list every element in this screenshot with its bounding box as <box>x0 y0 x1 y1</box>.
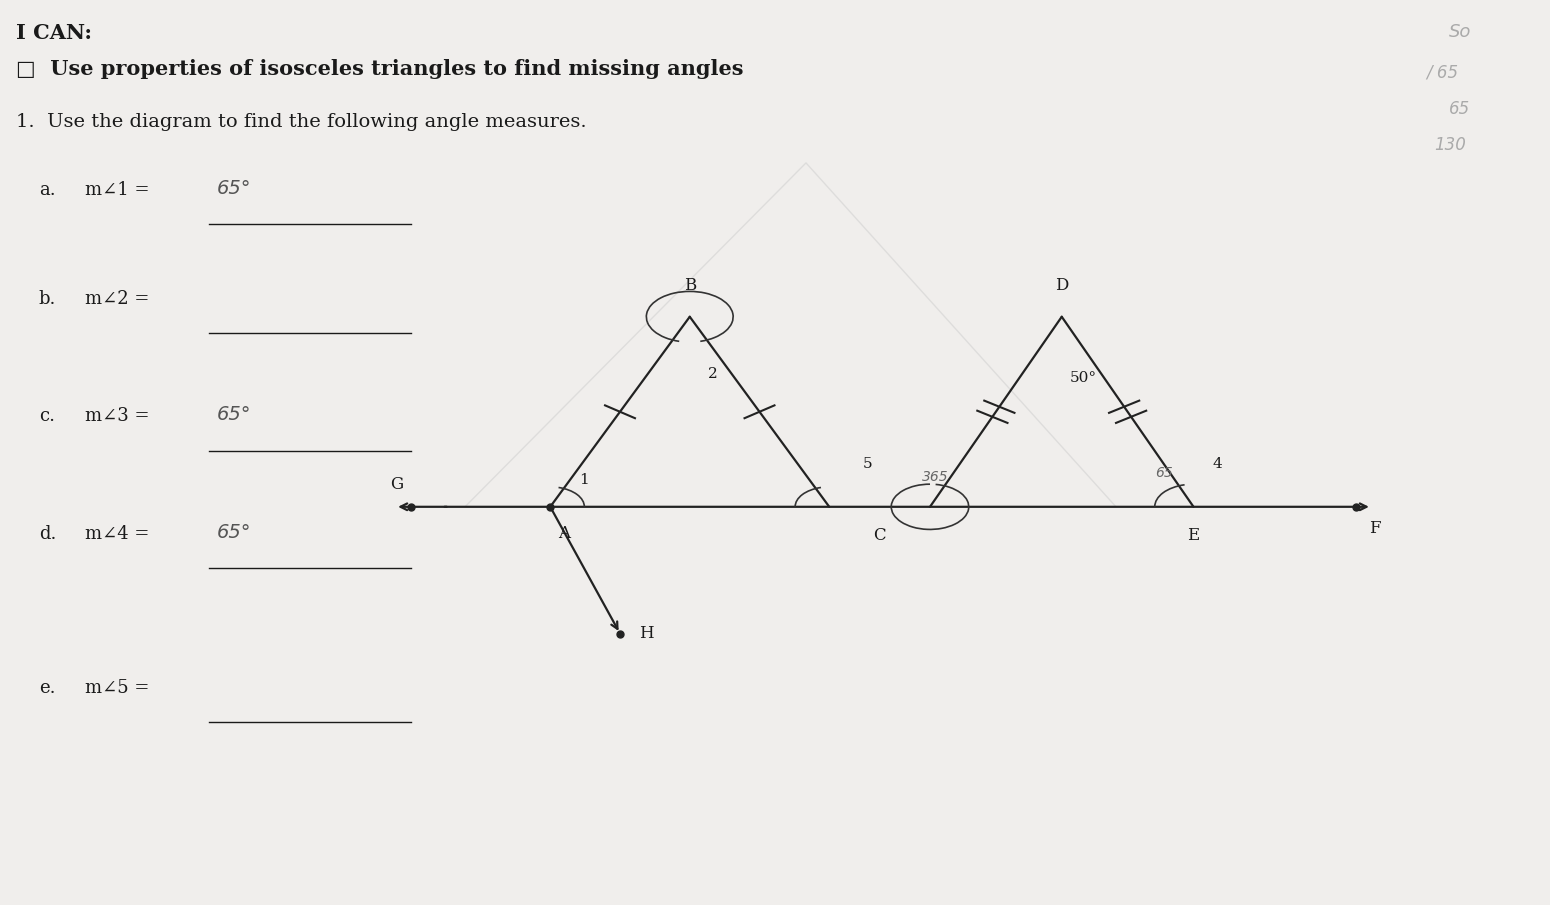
Text: F: F <box>1369 520 1381 538</box>
Text: m∠5 =: m∠5 = <box>85 679 155 697</box>
Text: 1: 1 <box>580 473 589 487</box>
Text: H: H <box>639 625 653 642</box>
Text: 65°: 65° <box>217 179 251 198</box>
Text: 65: 65 <box>1449 100 1471 118</box>
Text: E: E <box>1187 527 1200 544</box>
Text: B: B <box>684 277 696 294</box>
Text: e.: e. <box>39 679 56 697</box>
Text: m∠3 =: m∠3 = <box>85 407 155 425</box>
Text: d.: d. <box>39 525 56 543</box>
Text: So: So <box>1449 23 1471 41</box>
Text: D: D <box>1056 277 1068 294</box>
Text: 50°: 50° <box>1070 371 1097 385</box>
Text: a.: a. <box>39 181 56 199</box>
Text: 5: 5 <box>863 457 873 471</box>
Text: □  Use properties of isosceles triangles to find missing angles: □ Use properties of isosceles triangles … <box>16 59 742 79</box>
Text: / 65: / 65 <box>1426 63 1459 81</box>
Text: 2: 2 <box>708 367 718 380</box>
Text: G: G <box>391 476 403 493</box>
Text: 65°: 65° <box>217 523 251 542</box>
Text: C: C <box>873 527 887 544</box>
Text: I CAN:: I CAN: <box>16 23 91 43</box>
Text: c.: c. <box>39 407 54 425</box>
Text: 1.  Use the diagram to find the following angle measures.: 1. Use the diagram to find the following… <box>16 113 586 131</box>
Text: 4: 4 <box>1212 457 1221 471</box>
Text: 65: 65 <box>1155 466 1172 480</box>
Text: 65°: 65° <box>217 405 251 424</box>
Text: m∠1 =: m∠1 = <box>85 181 155 199</box>
Text: 130: 130 <box>1434 136 1466 154</box>
Text: m∠2 =: m∠2 = <box>85 290 155 308</box>
Text: 365: 365 <box>922 471 949 484</box>
Text: A: A <box>558 525 570 542</box>
Text: m∠4 =: m∠4 = <box>85 525 155 543</box>
Text: b.: b. <box>39 290 56 308</box>
